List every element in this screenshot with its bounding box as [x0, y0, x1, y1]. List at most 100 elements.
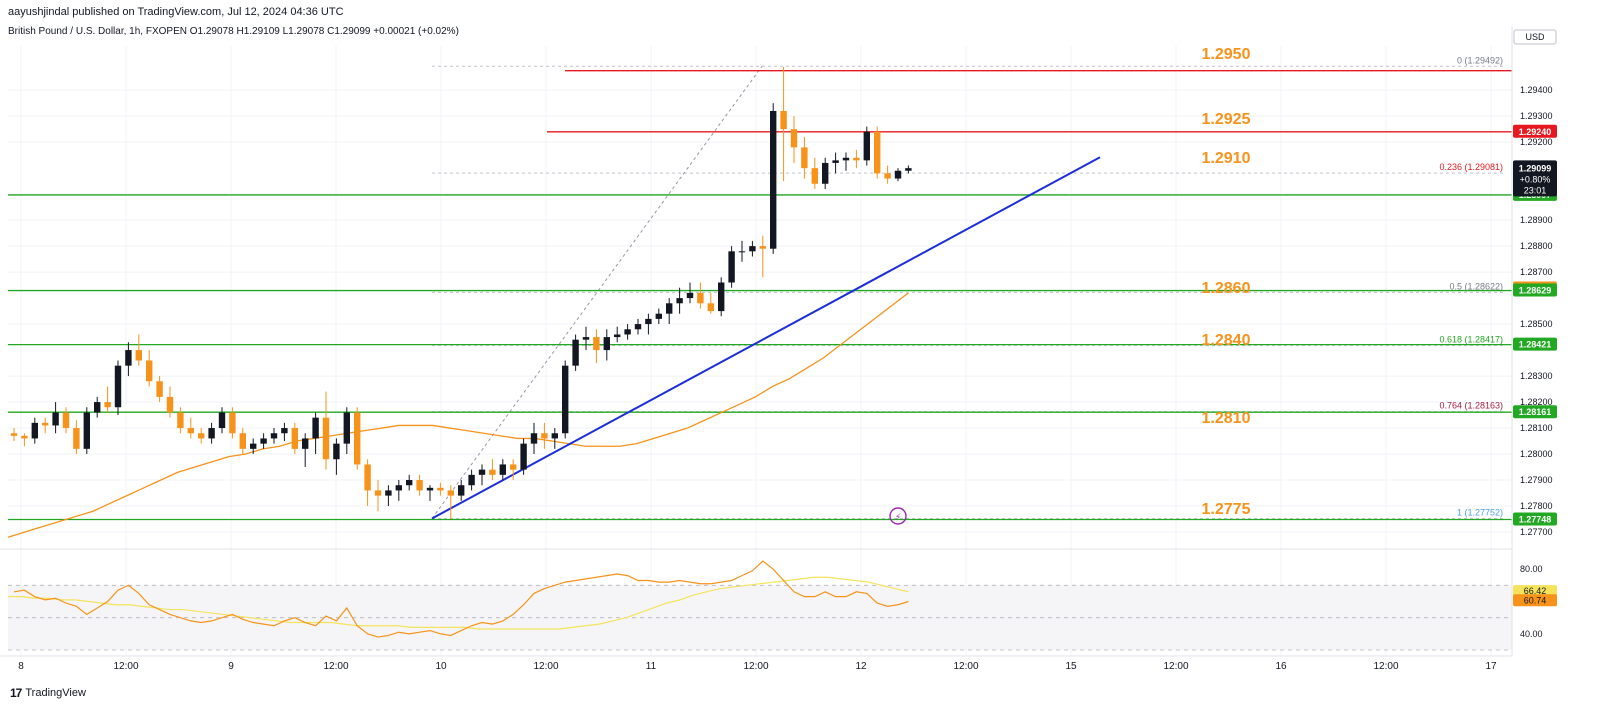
- time-tick-label: 12: [855, 661, 867, 672]
- candle-body: [177, 412, 184, 429]
- candle-body: [187, 428, 194, 434]
- price-tick-label: 1.28900: [1520, 215, 1553, 225]
- time-tick-label: 12:00: [323, 661, 348, 672]
- price-axis: 1.294001.293001.292001.290001.289001.288…: [1511, 26, 1557, 656]
- candle-body: [146, 360, 153, 382]
- candle-body: [634, 324, 642, 330]
- candle-body: [655, 313, 662, 319]
- ma-line: [7, 292, 909, 538]
- candle-body: [364, 464, 371, 491]
- rsi-tick-label: 40.00: [1520, 629, 1543, 639]
- rsi-tag: [1513, 594, 1557, 607]
- candle-body: [354, 412, 361, 465]
- candle-body: [707, 303, 714, 312]
- candle-body: [738, 251, 746, 253]
- candle-body: [302, 438, 309, 449]
- currency-box: [1513, 29, 1557, 45]
- candle-body: [489, 469, 496, 475]
- time-tick-label: 12:00: [1163, 661, 1188, 672]
- candle-body: [520, 443, 527, 470]
- alert-icon-glyph: ⚡: [895, 512, 901, 522]
- candle-body: [468, 474, 475, 486]
- candle-body: [811, 168, 818, 184]
- candle-body: [530, 433, 538, 444]
- candle-body: [728, 251, 735, 283]
- price-tag: [1513, 512, 1557, 526]
- candle-body: [198, 433, 205, 439]
- time-tick-label: 8: [18, 661, 24, 672]
- candle-body: [156, 381, 163, 397]
- level-label: 1.2910: [1202, 150, 1251, 167]
- candle-body: [218, 412, 226, 429]
- logo-mark: 17: [10, 686, 22, 700]
- candle-body: [541, 433, 548, 439]
- rsi-tag-label: 60.74: [1524, 595, 1547, 605]
- candle-body: [260, 438, 267, 444]
- candle-body: [666, 303, 673, 314]
- level-label: 1.2860: [1202, 280, 1251, 297]
- price-tag: [1513, 283, 1557, 297]
- candle-body: [645, 318, 652, 325]
- tradingview-logo[interactable]: 17 TradingView: [10, 686, 86, 700]
- price-tag: [1513, 124, 1557, 138]
- price-tick-label: 1.29400: [1520, 85, 1553, 95]
- rsi-tag: [1513, 585, 1557, 598]
- candle-body: [166, 396, 174, 413]
- candle-body: [270, 433, 278, 439]
- fib-label: 0 (1.29492): [1457, 55, 1503, 65]
- candle-body: [572, 339, 579, 366]
- fib-label: 0.764 (1.28163): [1439, 401, 1503, 411]
- candle-body: [884, 173, 891, 179]
- price-tick-label: 1.28200: [1520, 397, 1553, 407]
- candle-body: [510, 464, 517, 470]
- time-tick-label: 12:00: [533, 661, 558, 672]
- candle-body: [21, 435, 28, 439]
- candle-body: [229, 412, 236, 434]
- candle-body: [603, 337, 610, 351]
- candle-body: [718, 282, 725, 312]
- candle-body: [822, 162, 829, 184]
- candle-body: [624, 329, 631, 335]
- time-tick-label: 12:00: [1373, 661, 1398, 672]
- time-tick-label: 9: [228, 661, 234, 672]
- rsi-line: [13, 560, 909, 638]
- level-label: 1.2840: [1202, 332, 1251, 349]
- currency-label: USD: [1525, 32, 1545, 42]
- last-price-value: 1.29099: [1519, 163, 1552, 173]
- candle-body: [374, 490, 382, 496]
- price-tag-label: 1.29240: [1519, 127, 1552, 137]
- candle-body: [94, 402, 101, 413]
- candle-body: [385, 490, 392, 496]
- alert-icon: [889, 507, 907, 525]
- candle-body: [770, 110, 777, 249]
- time-axis: 8 12:00 9 12:00 10 12:00 11 12:00 12 12:00 15 12:00…: [18, 661, 1497, 672]
- candle-body: [31, 422, 38, 439]
- price-tag: [1513, 405, 1557, 419]
- candle-body: [790, 129, 798, 148]
- ohlc-close: C1.29099: [327, 26, 371, 37]
- candle-body: [801, 147, 808, 169]
- rsi-tick-label: 80.00: [1520, 564, 1543, 574]
- last-price-tag: [1513, 160, 1557, 197]
- candle-body: [905, 168, 912, 171]
- time-tick-label: 16: [1275, 661, 1287, 672]
- price-tick-label: 1.28300: [1520, 371, 1553, 381]
- candle-body: [10, 433, 18, 436]
- ohlc-high: H1.29109: [236, 26, 280, 37]
- price-tick-label: 1.27900: [1520, 475, 1553, 485]
- candle-body: [478, 469, 486, 475]
- candle-body: [333, 443, 340, 460]
- candle-body: [447, 490, 454, 496]
- candle-body: [894, 170, 902, 179]
- fib-lines: 0 (1.29492) 0.236 (1.29081) 0.5 (1.28622) 0…: [431, 55, 1505, 519]
- candle-body: [125, 350, 132, 366]
- ohlc-open: O1.29078: [189, 26, 234, 37]
- candle-body: [686, 292, 694, 299]
- candle-body: [437, 487, 444, 491]
- candle-body: [114, 365, 122, 408]
- candle-body: [406, 480, 413, 486]
- rsi-tag-label: 66.42: [1524, 586, 1547, 596]
- time-tick-label: 11: [646, 661, 657, 672]
- symbol-title[interactable]: British Pound / U.S. Dollar, 1h, FXOPEN: [8, 26, 187, 37]
